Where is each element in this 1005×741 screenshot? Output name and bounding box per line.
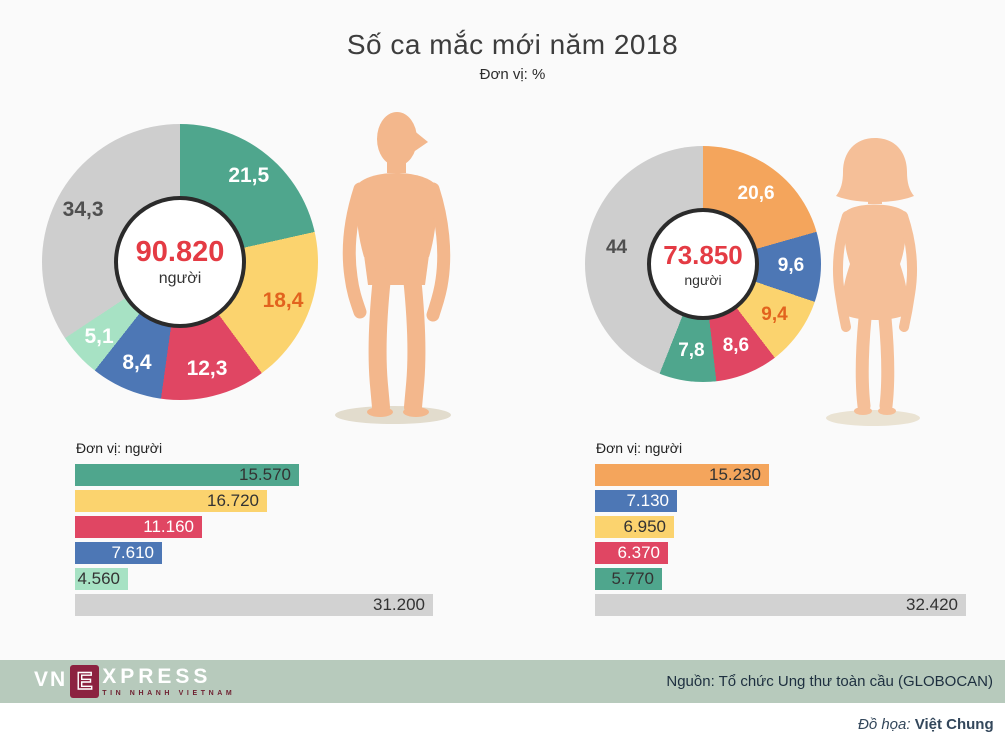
bar-chart-female: 15.230 7.130 6.950 6.370 5.770 32.420 [595,464,969,620]
bar-value-label: 5.770 [611,569,654,588]
bar-row: 32.420 [595,594,969,616]
bar-row: 31.200 [75,594,437,616]
bar-value-label: 6.950 [623,517,666,536]
logo-tagline: TIN NHANH VIETNAM [102,690,236,697]
bar: 6.950 [595,516,674,538]
pie-slice-label: 8,6 [722,334,750,356]
donut-chart-male: 90.820 người 21,5 18,4 12,3 8,4 5,1 34,3 [42,124,318,400]
pie-slice-label: 12,3 [186,356,228,380]
bar: 31.200 [75,594,433,616]
bar-row: 6.950 [595,516,969,538]
credit-author: Việt Chung [914,716,994,733]
graphics-credit: Đồ họa: Việt Chung [858,716,994,733]
total-unit-female: người [684,272,722,288]
source-attribution: Nguồn: Tổ chức Ung thư toàn cầu (GLOBOCA… [666,673,993,690]
bar-row: 7.130 [595,490,969,512]
logo-e-box: E [70,665,100,698]
bar: 16.720 [75,490,267,512]
bar-value-label: 32.420 [906,595,958,614]
pie-slice-label: 9,4 [761,304,788,326]
bar: 6.370 [595,542,668,564]
male-silhouette-icon [335,112,451,424]
total-cases-male: 90.820 [135,236,225,268]
bar: 7.130 [595,490,677,512]
logo-xpress-text: XPRESS [102,665,212,688]
bar: 15.230 [595,464,769,486]
bar-value-label: 7.130 [626,491,669,510]
bar-row: 16.720 [75,490,437,512]
credit-prefix: Đồ họa: [858,716,911,733]
footer-band: VN E XPRESS TIN NHANH VIETNAM Nguồn: Tổ … [0,660,1005,703]
bar-row: 15.570 [75,464,437,486]
donut-center-male: 90.820 người [114,196,246,328]
bar: 4.560 [75,568,128,590]
bar: 11.160 [75,516,202,538]
bar-value-label: 15.230 [709,465,761,484]
bar-row: 15.230 [595,464,969,486]
donut-chart-female: 73.850 người 20,6 9,6 9,4 8,6 7,8 44 [585,146,821,382]
bar: 32.420 [595,594,966,616]
total-unit-male: người [158,270,202,287]
pie-slice-label: 5,1 [84,324,114,348]
pie-slice-label: 7,8 [678,340,705,362]
page-title: Số ca mắc mới năm 2018 [346,29,679,60]
bar-value-label: 6.370 [617,543,660,562]
bar-row: 6.370 [595,542,969,564]
male-silhouette-figure [330,105,505,430]
bar-value-label: 4.560 [77,569,120,588]
pie-slice-label: 8,4 [122,351,152,375]
bar-value-label: 31.200 [373,595,425,614]
page-subtitle: Đơn vị: % [479,66,546,83]
bar-row: 11.160 [75,516,437,538]
pie-slice-label: 21,5 [228,164,270,188]
bar-chart-male: 15.570 16.720 11.160 7.610 4.560 31.200 [75,464,437,620]
bar-row: 5.770 [595,568,969,590]
pie-slice-label: 44 [605,236,628,258]
bar-unit-label-female: Đơn vị: người [596,440,683,456]
bar-value-label: 7.610 [111,543,154,562]
bar-value-label: 16.720 [207,491,259,510]
pie-slice-label: 34,3 [62,197,104,221]
female-silhouette-figure [823,128,983,433]
bar: 7.610 [75,542,162,564]
pie-slice-label: 20,6 [737,182,775,204]
bar-unit-label-male: Đơn vị: người [76,440,163,456]
total-cases-female: 73.850 [663,240,743,270]
bar-row: 7.610 [75,542,437,564]
pie-slice-label: 9,6 [777,255,805,277]
logo-e-letter: E [76,667,93,695]
female-silhouette-icon [826,138,920,426]
bar-value-label: 15.570 [239,465,291,484]
donut-center-female: 73.850 người [647,208,759,320]
bar-row: 4.560 [75,568,437,590]
logo-vn-text: VN [34,668,68,691]
vnexpress-logo: VN E XPRESS TIN NHANH VIETNAM [34,665,235,698]
pie-slice-label: 18,4 [262,288,304,312]
bar: 15.570 [75,464,299,486]
bar-value-label: 11.160 [143,517,194,536]
bar: 5.770 [595,568,662,590]
